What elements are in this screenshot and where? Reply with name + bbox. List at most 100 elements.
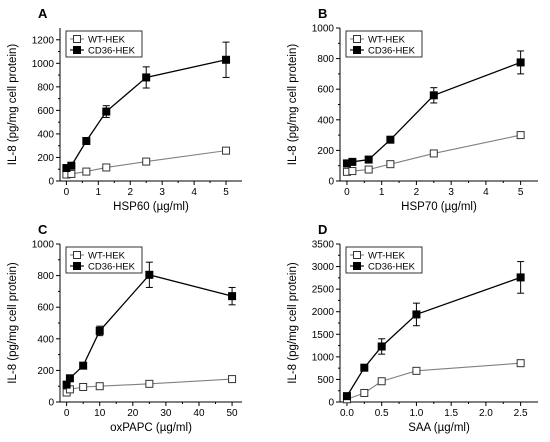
x-tick-label: 4 bbox=[191, 187, 197, 198]
data-point bbox=[228, 375, 237, 384]
y-tick-label: 800 bbox=[317, 54, 334, 65]
y-tick-label: 200 bbox=[37, 366, 54, 377]
y-tick-label: 800 bbox=[37, 271, 54, 282]
y-tick-label: 1000 bbox=[312, 352, 335, 363]
series-cd36-hek bbox=[342, 50, 525, 168]
y-tick-label: 1000 bbox=[32, 240, 55, 251]
y-tick-label: 2000 bbox=[312, 307, 335, 318]
data-point bbox=[429, 149, 438, 158]
y-tick-label: 1000 bbox=[312, 24, 335, 35]
y-tick-label: 1000 bbox=[32, 59, 55, 70]
x-tick-label: 10 bbox=[94, 408, 106, 419]
panel-letter: B bbox=[318, 6, 327, 21]
legend-swatch-marker bbox=[353, 46, 361, 54]
legend-label: CD36-HEK bbox=[88, 261, 136, 272]
data-point bbox=[386, 160, 395, 169]
data-point bbox=[516, 131, 525, 140]
series-wt-hek bbox=[62, 375, 237, 397]
panel-letter: A bbox=[38, 6, 48, 21]
data-point bbox=[82, 136, 91, 145]
y-axis-label: IL-8 (pg/mg cell protein) bbox=[7, 262, 19, 384]
legend-swatch-marker bbox=[73, 262, 81, 270]
x-tick-label: 0.0 bbox=[340, 408, 354, 419]
series-wt-hek bbox=[62, 146, 231, 179]
data-point bbox=[79, 361, 88, 370]
legend-swatch-marker bbox=[353, 35, 361, 43]
x-tick-label: 0.5 bbox=[375, 408, 389, 419]
data-point bbox=[348, 167, 357, 176]
data-point bbox=[222, 146, 231, 155]
y-tick-label: 3000 bbox=[312, 262, 335, 273]
y-axis-label: IL-8 (pg/mg cell protein) bbox=[7, 44, 19, 166]
series-wt-hek bbox=[342, 131, 525, 176]
panel-a: A 0 200 400 600 800 1000 1200 0 1 2 3 4 5 HSP60 (µg/ml… bbox=[7, 6, 242, 213]
y-tick-label: 200 bbox=[317, 146, 334, 157]
x-tick-label: 2.5 bbox=[514, 408, 528, 419]
data-point bbox=[65, 374, 74, 383]
panel-d: D 0 500 1000 1500 2000 2500 3000 3500 0.0 0.5 1.0 1.… bbox=[287, 222, 538, 434]
x-tick-label: 0 bbox=[344, 187, 350, 198]
y-tick-label: 600 bbox=[37, 106, 54, 117]
data-point bbox=[377, 377, 386, 386]
y-tick-label: 400 bbox=[37, 129, 54, 140]
data-point bbox=[386, 135, 395, 144]
x-axis-label: HSP70 (µg/ml) bbox=[401, 201, 477, 213]
y-tick-label: 600 bbox=[317, 85, 334, 96]
legend-label: WT-HEK bbox=[88, 34, 126, 45]
x-axis-label: oxPAPC (µg/ml) bbox=[110, 422, 192, 434]
data-point bbox=[342, 392, 351, 401]
data-point bbox=[67, 161, 76, 170]
data-point bbox=[429, 91, 438, 100]
x-tick-label: 30 bbox=[160, 408, 172, 419]
series-cd36-hek bbox=[62, 41, 231, 173]
y-tick-label: 200 bbox=[37, 153, 54, 164]
x-axis-label: SAA (µg/ml) bbox=[408, 422, 470, 434]
x-tick-label: 2 bbox=[127, 187, 133, 198]
data-point bbox=[67, 169, 76, 178]
series-line bbox=[346, 276, 521, 397]
data-point bbox=[412, 310, 421, 319]
data-point bbox=[412, 366, 421, 375]
panel-c: C 0 200 400 600 800 1000 0 10 20 30 40 50 oxPAPC (µg/… bbox=[7, 222, 242, 434]
data-point bbox=[516, 359, 525, 368]
data-point bbox=[102, 163, 111, 172]
data-point bbox=[142, 73, 151, 82]
data-point bbox=[95, 382, 104, 391]
data-point bbox=[145, 379, 154, 388]
series-line bbox=[346, 61, 521, 165]
y-tick-label: 3500 bbox=[312, 240, 335, 251]
series-cd36-hek bbox=[342, 261, 525, 401]
legend-label: WT-HEK bbox=[368, 250, 406, 261]
x-axis-label: HSP60 (µg/ml) bbox=[113, 201, 189, 213]
data-point bbox=[516, 58, 525, 67]
legend-label: WT-HEK bbox=[88, 250, 126, 261]
legend-swatch-marker bbox=[73, 46, 81, 54]
legend-label: CD36-HEK bbox=[368, 45, 416, 56]
x-tick-label: 0 bbox=[64, 187, 70, 198]
data-point bbox=[360, 363, 369, 372]
x-tick-label: 20 bbox=[127, 408, 139, 419]
data-point bbox=[145, 270, 154, 279]
x-tick-label: 5 bbox=[518, 187, 524, 198]
x-tick-label: 40 bbox=[193, 408, 205, 419]
y-tick-label: 0 bbox=[328, 398, 334, 409]
y-tick-label: 800 bbox=[37, 82, 54, 93]
panel-letter: D bbox=[318, 222, 327, 237]
series-line bbox=[66, 274, 233, 385]
y-tick-label: 500 bbox=[317, 375, 334, 386]
x-tick-label: 3 bbox=[159, 187, 165, 198]
y-axis-label: IL-8 (pg/mg cell protein) bbox=[287, 262, 299, 384]
x-tick-label: 50 bbox=[227, 408, 239, 419]
legend-swatch-marker bbox=[353, 262, 361, 270]
x-tick-label: 1.0 bbox=[409, 408, 423, 419]
data-point bbox=[364, 155, 373, 164]
y-tick-label: 2500 bbox=[312, 285, 335, 296]
series-wt-hek bbox=[342, 359, 525, 404]
legend-label: WT-HEK bbox=[368, 34, 406, 45]
y-tick-label: 1200 bbox=[32, 35, 55, 46]
data-point bbox=[348, 157, 357, 166]
legend-label: CD36-HEK bbox=[368, 261, 416, 272]
panel-b: B 0 200 400 600 800 1000 0 1 2 3 4 5 HSP70 (µg/ml) IL-… bbox=[287, 6, 538, 213]
data-point bbox=[228, 292, 237, 301]
